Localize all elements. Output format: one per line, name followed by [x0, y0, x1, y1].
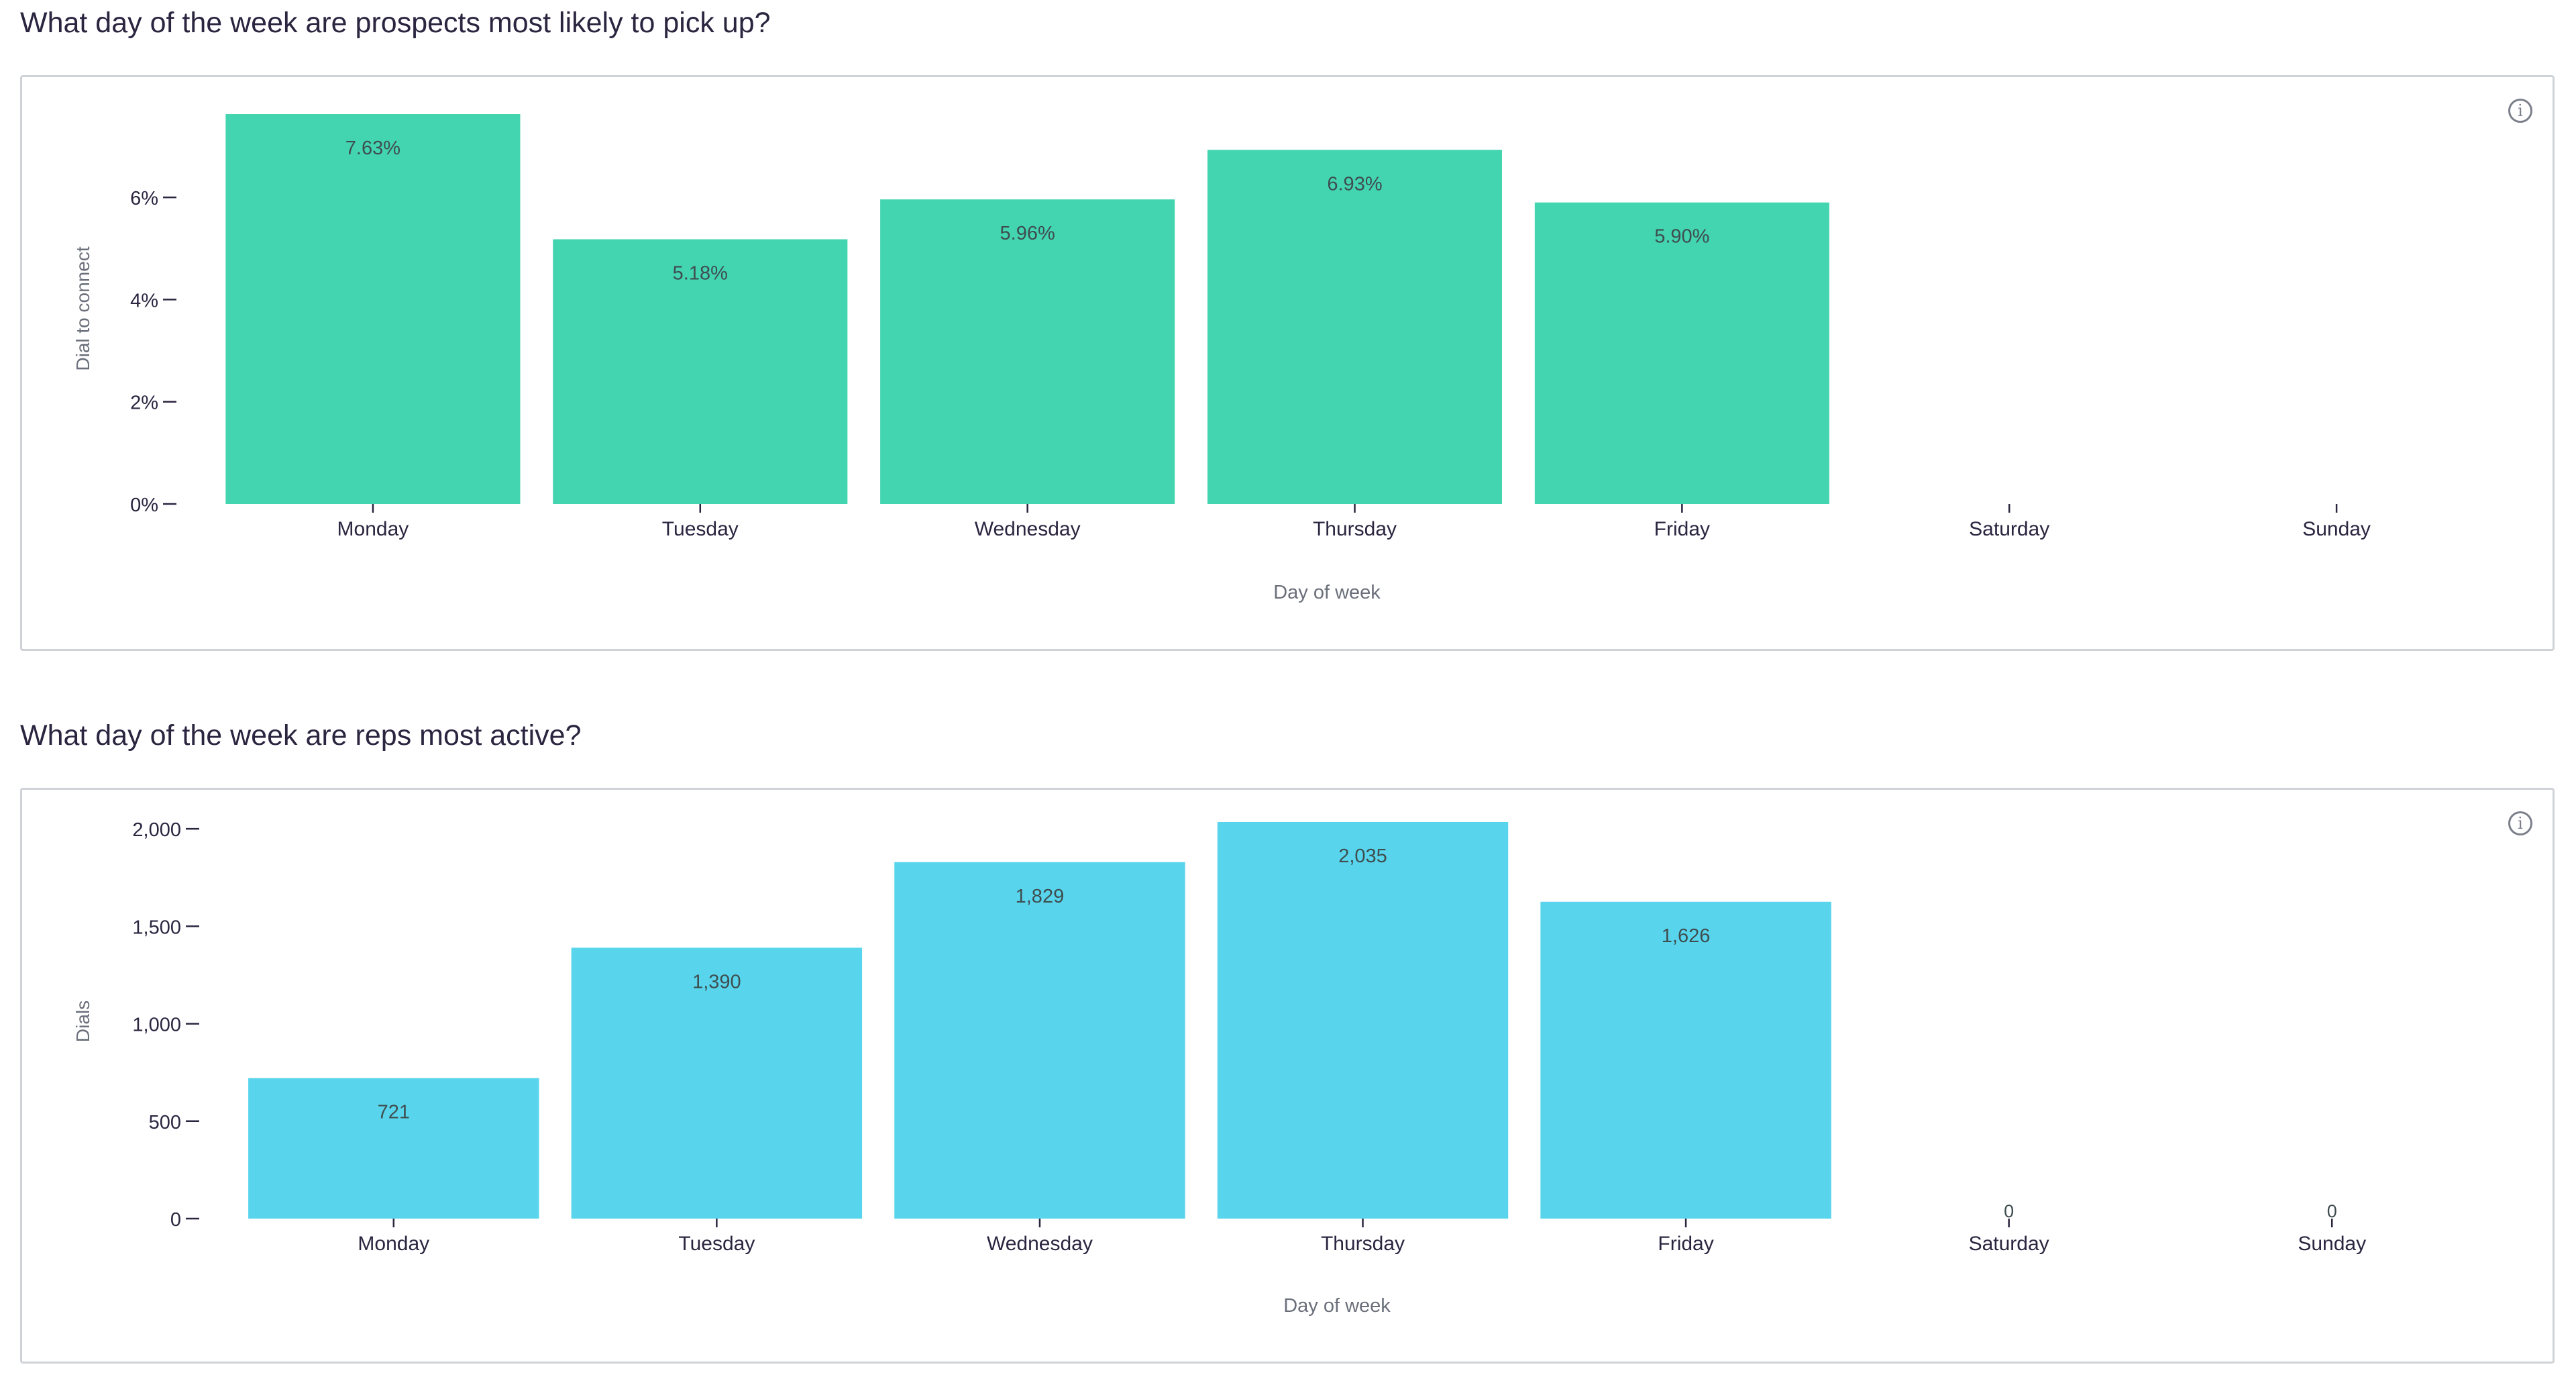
x-tick-label: Thursday — [1313, 518, 1397, 540]
info-icon[interactable]: i — [2508, 811, 2532, 835]
bar-friday[interactable] — [1540, 901, 1831, 1219]
bar-monday[interactable] — [225, 114, 521, 504]
x-tick-label: Friday — [1654, 518, 1710, 540]
x-tick-label: Friday — [1658, 1233, 1713, 1255]
y-tick-label: 4% — [130, 290, 158, 311]
info-icon[interactable]: i — [2508, 99, 2532, 123]
x-tick-label: Tuesday — [662, 518, 739, 540]
bar-value-label: 0 — [2327, 1201, 2337, 1221]
bar-tuesday[interactable] — [571, 948, 863, 1219]
y-axis-title: Dial to connect — [72, 246, 93, 370]
y-tick-label: 1,500 — [132, 917, 181, 938]
bar-wednesday[interactable] — [880, 199, 1175, 504]
bar-wednesday[interactable] — [894, 862, 1185, 1219]
y-tick-label: 1,000 — [132, 1015, 181, 1036]
bar-value-label: 5.18% — [673, 263, 728, 285]
x-tick-label: Tuesday — [678, 1233, 755, 1255]
bar-thursday[interactable] — [1207, 150, 1503, 505]
bar-value-label: 1,626 — [1662, 925, 1711, 947]
x-tick-label: Sunday — [2302, 518, 2371, 540]
x-tick-label: Monday — [337, 518, 409, 540]
pickup-chart-card: i 0% 2% 4% 6% Dial to connect 7.63% Monday 5.18… — [20, 75, 2555, 651]
pickup-bar-chart: 0% 2% 4% 6% Dial to connect 7.63% Monday 5.18% T… — [72, 114, 2371, 603]
y-tick-label: 0 — [170, 1209, 181, 1231]
x-tick-label: Thursday — [1321, 1233, 1405, 1255]
x-tick-label: Monday — [358, 1233, 429, 1255]
x-axis-title: Day of week — [1283, 1295, 1391, 1317]
activity-chart-card: i 0 500 1,000 1,500 2,000 Dials 721 Monday 1,390… — [20, 788, 2555, 1364]
bar-value-label: 1,390 — [692, 971, 741, 992]
x-tick-label: Saturday — [1969, 1233, 2049, 1255]
section-title-pickup: What day of the week are prospects most … — [20, 7, 771, 39]
bar-value-label: 7.63% — [345, 138, 400, 159]
x-axis-title: Day of week — [1273, 582, 1381, 603]
bar-value-label: 5.96% — [1000, 223, 1055, 244]
bar-thursday[interactable] — [1217, 822, 1509, 1219]
y-tick-label: 2% — [130, 393, 158, 414]
y-tick-label: 500 — [149, 1112, 181, 1133]
y-tick-label: 6% — [130, 188, 158, 209]
bar-value-label: 721 — [378, 1102, 410, 1123]
y-tick-label: 0% — [130, 495, 158, 516]
x-tick-label: Sunday — [2298, 1233, 2366, 1255]
x-tick-label: Wednesday — [987, 1233, 1093, 1255]
bar-value-label: 1,829 — [1016, 886, 1065, 907]
bar-tuesday[interactable] — [553, 239, 848, 504]
activity-bar-chart: 0 500 1,000 1,500 2,000 Dials 721 Monday 1,390 Tu… — [72, 819, 2366, 1317]
x-tick-label: Wednesday — [975, 518, 1081, 540]
y-axis-title: Dials — [72, 1001, 93, 1042]
section-title-activity: What day of the week are reps most activ… — [20, 719, 582, 752]
x-tick-label: Saturday — [1969, 518, 2049, 540]
bar-value-label: 2,035 — [1338, 846, 1387, 867]
bar-value-label: 6.93% — [1327, 173, 1382, 195]
y-tick-label: 2,000 — [132, 819, 181, 841]
bar-value-label: 0 — [2004, 1201, 2014, 1221]
bar-friday[interactable] — [1534, 202, 1829, 504]
bar-monday[interactable] — [248, 1078, 539, 1219]
bar-value-label: 5.90% — [1654, 226, 1709, 248]
